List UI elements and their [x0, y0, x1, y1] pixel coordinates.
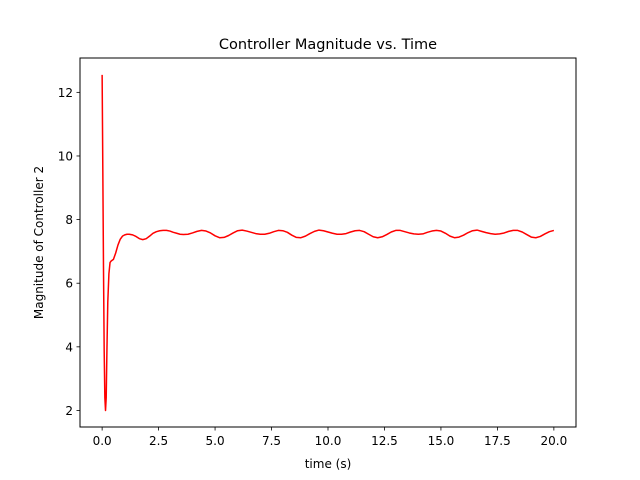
series-line-0 [101, 74, 555, 412]
x-tick-label: 17.5 [484, 434, 511, 448]
x-tick-label: 5.0 [206, 434, 225, 448]
x-axis: 0.0 2.5 5.0 7.5 10.0 12.5 15.0 17.5 20.0 [93, 427, 568, 448]
x-axis-label: time (s) [305, 457, 352, 471]
x-tick-label: 20.0 [541, 434, 568, 448]
x-tick-label: 7.5 [262, 434, 281, 448]
x-tick-label: 10.0 [315, 434, 342, 448]
y-tick-label: 10 [58, 149, 73, 163]
y-tick-label: 6 [65, 277, 73, 291]
x-tick-label: 2.5 [149, 434, 168, 448]
y-tick-label: 4 [65, 340, 73, 354]
y-axis-label: Magnitude of Controller 2 [32, 166, 46, 319]
chart-title: Controller Magnitude vs. Time [219, 37, 437, 53]
plot-frame [79, 57, 577, 428]
x-tick-label: 0.0 [93, 434, 112, 448]
plot-area [101, 74, 555, 412]
y-tick-label: 2 [65, 404, 73, 418]
x-tick-label: 15.0 [428, 434, 455, 448]
x-tick-label: 12.5 [371, 434, 398, 448]
y-tick-label: 12 [58, 86, 73, 100]
y-tick-label: 8 [65, 213, 73, 227]
y-axis: 2 4 6 8 10 12 [58, 86, 80, 418]
